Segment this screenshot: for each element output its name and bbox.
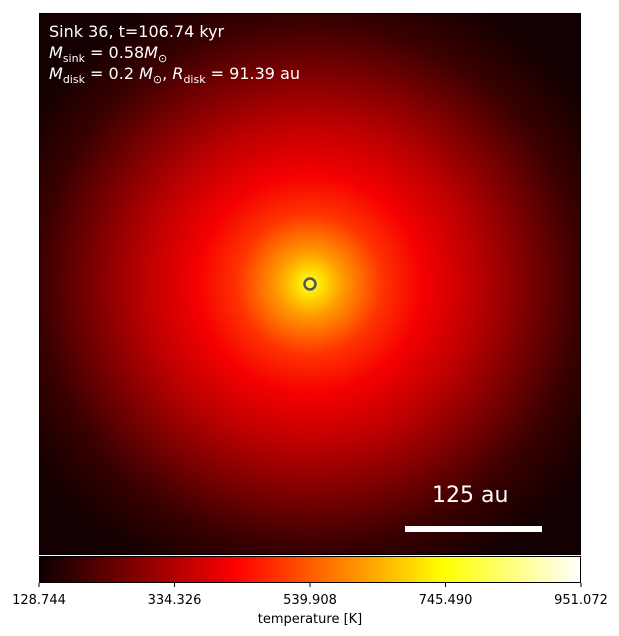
colorbar-label: temperature [K] bbox=[258, 612, 363, 627]
info-line-disk: Mdisk = 0.2 M⊙, Rdisk = 91.39 au bbox=[49, 63, 300, 90]
sink-mass-symbol: M bbox=[49, 43, 63, 62]
disk-radius-equals: = bbox=[210, 64, 225, 83]
scalebar bbox=[405, 526, 542, 532]
info-line-sink-time: Sink 36, t=106.74 kyr bbox=[49, 22, 225, 41]
disk-comma: , bbox=[162, 64, 168, 83]
colorbar-ticks: 128.744 334.326 539.908 745.490 951.072 bbox=[12, 583, 608, 608]
heatmap-panel bbox=[39, 13, 581, 555]
sink-mass-equals: = bbox=[90, 43, 104, 62]
colorbar-tick-label: 539.908 bbox=[283, 593, 337, 608]
colorbar-tick-label: 951.072 bbox=[554, 593, 608, 608]
disk-radius-symbol: R bbox=[172, 64, 184, 83]
disk-radius-subscript: disk bbox=[183, 73, 206, 87]
colorbar-gradient bbox=[39, 556, 581, 583]
sink-marker bbox=[303, 277, 317, 291]
disk-mass-value: 0.2 bbox=[108, 64, 134, 83]
sink-mass-unit-sub: ⊙ bbox=[157, 52, 168, 66]
disk-radius-value: 91.39 bbox=[229, 64, 275, 83]
colorbar: 128.744 334.326 539.908 745.490 951.072 temp… bbox=[12, 556, 608, 627]
colorbar-frame bbox=[39, 556, 581, 583]
colorbar-tick-label: 128.744 bbox=[12, 593, 66, 608]
colorbar-tick-label: 745.490 bbox=[419, 593, 473, 608]
info-line-sink-mass: Msink = 0.58M⊙ bbox=[49, 42, 167, 69]
sink-mass-unit: M bbox=[144, 43, 158, 62]
heatmap-field bbox=[39, 13, 581, 555]
disk-mass-subscript: disk bbox=[62, 73, 85, 87]
plot-frame bbox=[39, 13, 581, 555]
disk-radius-unit: au bbox=[280, 64, 301, 83]
scalebar-label: 125 au bbox=[432, 483, 509, 508]
sink-mass-subscript: sink bbox=[62, 52, 85, 66]
disk-mass-unit-sub: ⊙ bbox=[152, 73, 163, 87]
disk-mass-symbol: M bbox=[49, 64, 63, 83]
disk-mass-equals: = bbox=[90, 64, 104, 83]
disk-mass-unit: M bbox=[139, 64, 153, 83]
colorbar-tick-label: 334.326 bbox=[148, 593, 202, 608]
sink-mass-value: 0.58 bbox=[108, 43, 145, 62]
